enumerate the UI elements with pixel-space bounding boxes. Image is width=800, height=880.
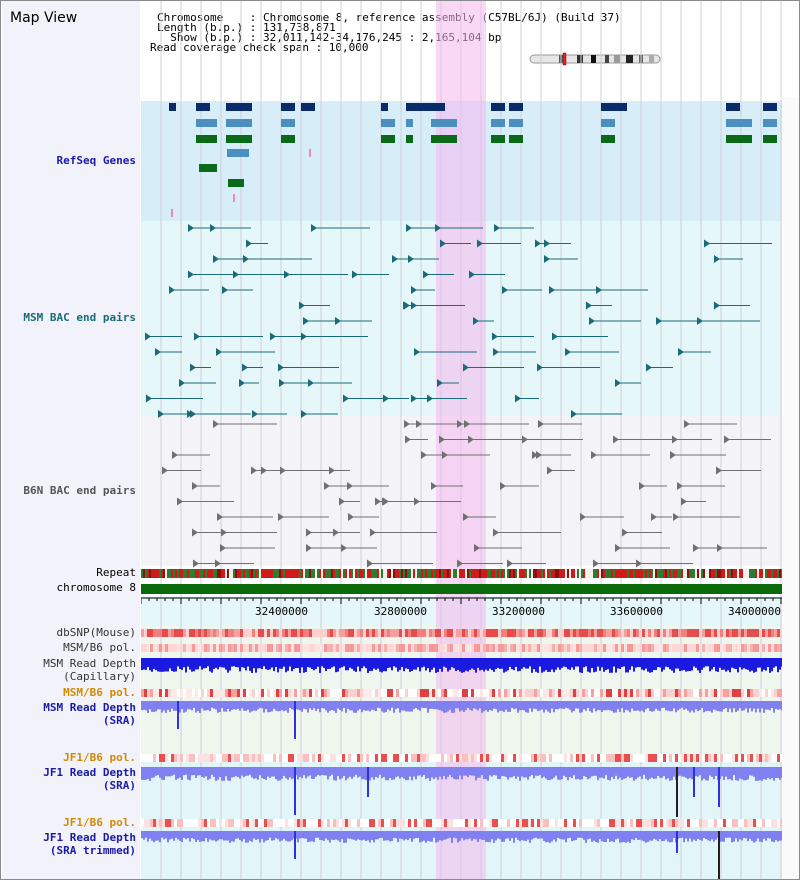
axis-tick-label: 32800000	[374, 605, 427, 618]
info-coverage-span: Read coverage check span : 10,000	[150, 41, 369, 54]
track-label-dbsnp[interactable]: dbSNP(Mouse)	[56, 626, 136, 639]
track-label-msm-b6-pol-2[interactable]: MSM/B6 pol.	[63, 686, 136, 699]
axis-tick-label: 34000000	[728, 605, 781, 618]
genome-track-board[interactable]	[141, 1, 782, 879]
track-label-msm-bac[interactable]: MSM BAC end pairs	[23, 311, 136, 324]
track-label-msm-b6-pol-1[interactable]: MSM/B6 pol.	[63, 641, 136, 654]
track-features	[141, 103, 782, 879]
track-label-repeat[interactable]: Repeat	[96, 566, 136, 579]
axis-tick-label: 33600000	[610, 605, 663, 618]
axis-tick-label: 33200000	[492, 605, 545, 618]
track-label-jf1-depth-trim-2: (SRA trimmed)	[49, 844, 136, 857]
track-label-msm-depth-cap-2: (Capillary)	[63, 670, 136, 683]
info-length: Length (b.p.) : 131,738,871	[157, 21, 336, 34]
track-label-jf1-b6-pol-2[interactable]: JF1/B6 pol.	[63, 816, 136, 829]
right-gutter	[782, 97, 799, 879]
track-label-jf1-depth-trim-1[interactable]: JF1 Read Depth	[43, 831, 136, 844]
track-label-jf1-depth-sra-2: (SRA)	[102, 779, 136, 792]
track-label-jf1-b6-pol-1[interactable]: JF1/B6 pol.	[63, 751, 136, 764]
track-label-chromosome[interactable]: chromosome 8	[56, 581, 136, 594]
track-label-msm-depth-sra-2: (SRA)	[102, 714, 136, 727]
view-title: Map View	[10, 10, 78, 26]
track-label-msm-depth-sra-1[interactable]: MSM Read Depth	[43, 701, 136, 714]
track-label-column	[2, 1, 140, 879]
track-label-jf1-depth-sra-1[interactable]: JF1 Read Depth	[43, 766, 136, 779]
track-label-msm-depth-cap-1[interactable]: MSM Read Depth	[43, 657, 136, 670]
track-label-refseq[interactable]: RefSeq Genes	[56, 154, 136, 167]
track-label-b6n-bac[interactable]: B6N BAC end pairs	[23, 484, 136, 497]
axis-tick-label: 32400000	[255, 605, 308, 618]
